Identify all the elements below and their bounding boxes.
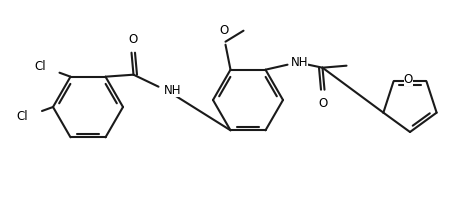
- Text: Cl: Cl: [34, 60, 46, 73]
- Text: O: O: [128, 33, 138, 46]
- Text: NH: NH: [164, 84, 181, 97]
- Text: NH: NH: [290, 56, 308, 69]
- Text: Cl: Cl: [17, 110, 28, 124]
- Text: O: O: [319, 97, 328, 110]
- Text: O: O: [219, 24, 228, 37]
- Text: O: O: [403, 73, 413, 86]
